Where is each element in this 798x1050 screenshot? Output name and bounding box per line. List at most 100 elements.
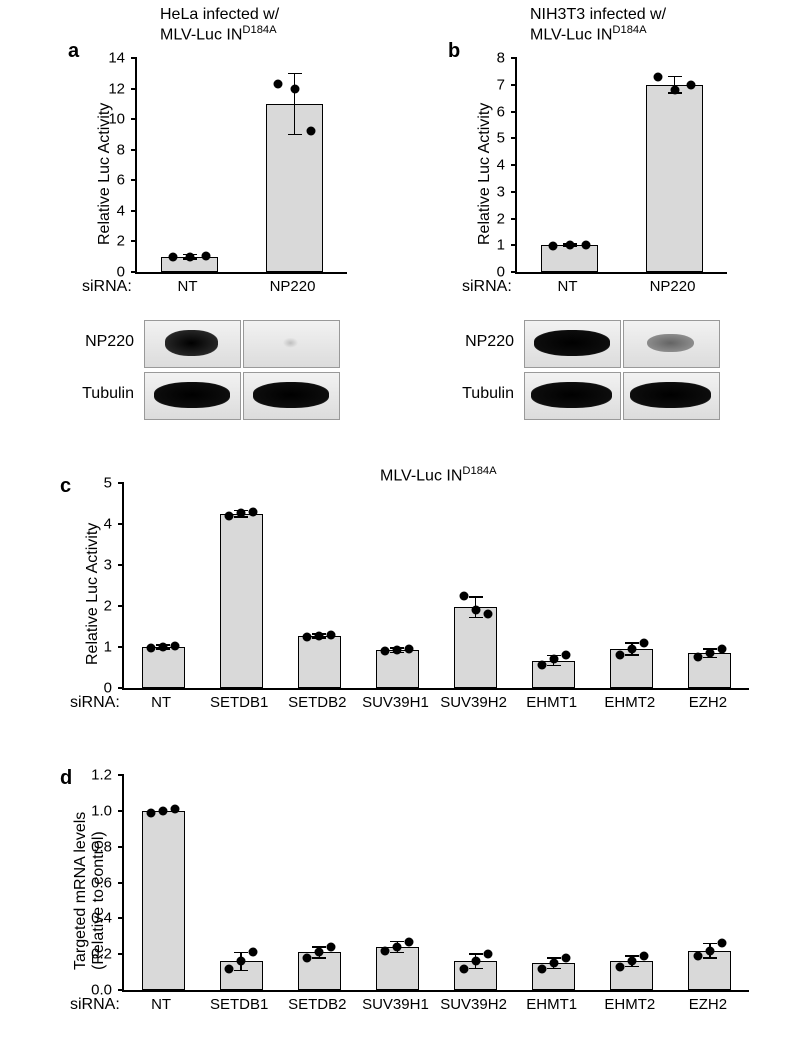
data-point <box>290 84 299 93</box>
x-tick-label: SUV39H2 <box>440 694 507 711</box>
bar <box>454 607 497 688</box>
data-point <box>381 946 390 955</box>
x-tick-label: SETDB2 <box>288 996 346 1013</box>
data-point <box>717 645 726 654</box>
data-point <box>249 507 258 516</box>
y-tick <box>118 605 124 607</box>
error-cap <box>625 966 639 968</box>
error-cap <box>625 654 639 656</box>
y-tick <box>511 271 517 273</box>
x-tick-label: NT <box>178 278 198 295</box>
data-point <box>654 72 663 81</box>
panel-label-c: c <box>60 475 71 498</box>
y-tick-label: 0.0 <box>82 982 112 999</box>
y-tick <box>511 218 517 220</box>
y-tick <box>118 774 124 776</box>
bar <box>376 650 419 688</box>
data-point <box>185 252 194 261</box>
error-cap <box>625 642 639 644</box>
y-tick <box>511 84 517 86</box>
data-point <box>549 959 558 968</box>
y-tick <box>131 210 137 212</box>
data-point <box>705 946 714 955</box>
data-point <box>483 950 492 959</box>
panel-d-xlabel: siRNA: <box>70 996 120 1014</box>
data-point <box>225 511 234 520</box>
y-tick <box>511 191 517 193</box>
data-point <box>405 937 414 946</box>
data-point <box>159 643 168 652</box>
data-point <box>717 939 726 948</box>
y-tick-label: 12 <box>95 80 125 97</box>
panel-b-title: NIH3T3 infected w/MLV-Luc IND184A <box>530 6 666 44</box>
y-tick <box>131 179 137 181</box>
bar <box>220 514 263 688</box>
error-cap <box>547 665 561 667</box>
y-tick-label: 1.2 <box>82 767 112 784</box>
data-point <box>561 651 570 660</box>
data-point <box>627 957 636 966</box>
y-tick <box>118 917 124 919</box>
y-tick-label: 5 <box>475 130 505 147</box>
x-tick-label: SUV39H1 <box>362 694 429 711</box>
y-tick-label: 3 <box>82 557 112 574</box>
data-point <box>237 509 246 518</box>
y-tick-label: 7 <box>475 76 505 93</box>
data-point <box>405 645 414 654</box>
blot-label: NP220 <box>0 333 514 351</box>
y-tick <box>131 57 137 59</box>
data-point <box>615 651 624 660</box>
x-tick-label: EZH2 <box>689 996 727 1013</box>
y-tick <box>118 482 124 484</box>
y-tick-label: 8 <box>475 50 505 67</box>
y-tick-label: 0.2 <box>82 946 112 963</box>
y-tick <box>131 88 137 90</box>
data-point <box>693 951 702 960</box>
y-tick <box>118 882 124 884</box>
y-tick <box>131 118 137 120</box>
y-tick <box>118 646 124 648</box>
y-tick-label: 2 <box>95 233 125 250</box>
data-point <box>225 964 234 973</box>
x-tick-label: NT <box>151 996 171 1013</box>
error-cap <box>668 76 682 78</box>
y-tick <box>131 271 137 273</box>
y-tick <box>511 137 517 139</box>
data-point <box>274 79 283 88</box>
panel-a-title: HeLa infected w/MLV-Luc IND184A <box>160 6 279 44</box>
data-point <box>306 127 315 136</box>
data-point <box>615 962 624 971</box>
error-cap <box>288 73 302 75</box>
y-tick-label: 4 <box>82 516 112 533</box>
panel-c-xlabel: siRNA: <box>70 694 120 712</box>
y-tick-label: 0.4 <box>82 910 112 927</box>
chart-a <box>135 58 347 274</box>
data-point <box>459 964 468 973</box>
y-tick <box>118 523 124 525</box>
x-tick-label: SETDB1 <box>210 996 268 1013</box>
y-tick-label: 2 <box>82 598 112 615</box>
y-tick <box>118 564 124 566</box>
y-tick-label: 4 <box>95 202 125 219</box>
blot-band <box>531 382 612 407</box>
y-tick-label: 3 <box>475 183 505 200</box>
error-bar <box>294 73 296 134</box>
y-tick <box>118 953 124 955</box>
data-point <box>459 591 468 600</box>
y-tick-label: 14 <box>95 50 125 67</box>
y-tick <box>511 57 517 59</box>
bar <box>142 811 185 990</box>
error-cap <box>547 968 561 970</box>
error-cap <box>469 596 483 598</box>
y-tick-label: 0 <box>475 264 505 281</box>
bar <box>142 647 185 688</box>
blot-band <box>647 334 695 353</box>
y-tick <box>118 846 124 848</box>
data-point <box>639 638 648 647</box>
x-tick-label: SETDB1 <box>210 694 268 711</box>
data-point <box>303 953 312 962</box>
data-point <box>327 943 336 952</box>
data-point <box>705 649 714 658</box>
x-tick-label: SUV39H2 <box>440 996 507 1013</box>
data-point <box>249 948 258 957</box>
